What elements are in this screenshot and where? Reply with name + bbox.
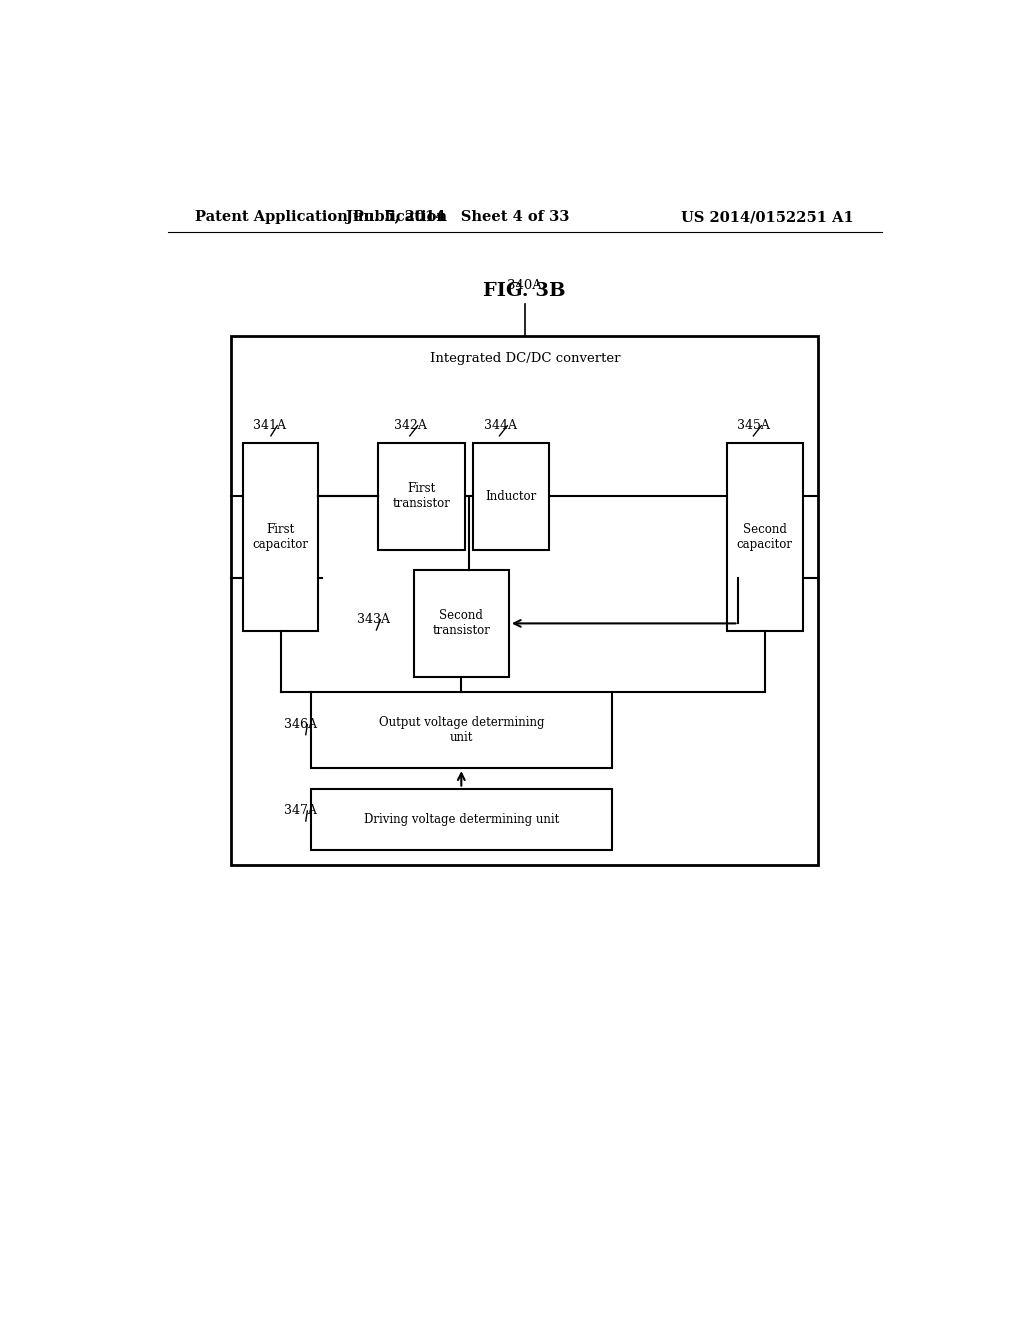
Bar — [231, 337, 818, 865]
Text: Patent Application Publication: Patent Application Publication — [196, 210, 447, 224]
Text: 343A: 343A — [356, 614, 389, 627]
Text: 345A: 345A — [737, 420, 770, 432]
Text: 347A: 347A — [284, 804, 316, 817]
Text: First
capacitor: First capacitor — [253, 523, 309, 550]
Bar — [310, 692, 612, 768]
Bar — [378, 444, 465, 549]
Text: Output voltage determining
unit: Output voltage determining unit — [379, 717, 544, 744]
Bar — [473, 444, 549, 549]
Text: 340A: 340A — [507, 279, 543, 292]
Text: US 2014/0152251 A1: US 2014/0152251 A1 — [681, 210, 854, 224]
Text: 346A: 346A — [284, 718, 316, 731]
Text: First
transistor: First transistor — [392, 482, 451, 511]
Text: 342A: 342A — [394, 420, 427, 432]
Text: Inductor: Inductor — [485, 490, 537, 503]
Text: FIG. 3B: FIG. 3B — [483, 281, 566, 300]
Text: Driving voltage determining unit: Driving voltage determining unit — [364, 813, 559, 825]
Text: Jun. 5, 2014   Sheet 4 of 33: Jun. 5, 2014 Sheet 4 of 33 — [346, 210, 569, 224]
Text: 341A: 341A — [253, 420, 287, 432]
Bar — [414, 570, 509, 677]
Text: Second
transistor: Second transistor — [432, 610, 490, 638]
Bar — [243, 444, 318, 631]
Text: Second
capacitor: Second capacitor — [737, 523, 793, 550]
Bar — [727, 444, 803, 631]
Bar — [310, 788, 612, 850]
Text: 344A: 344A — [483, 420, 516, 432]
Text: Integrated DC/DC converter: Integrated DC/DC converter — [429, 352, 621, 366]
